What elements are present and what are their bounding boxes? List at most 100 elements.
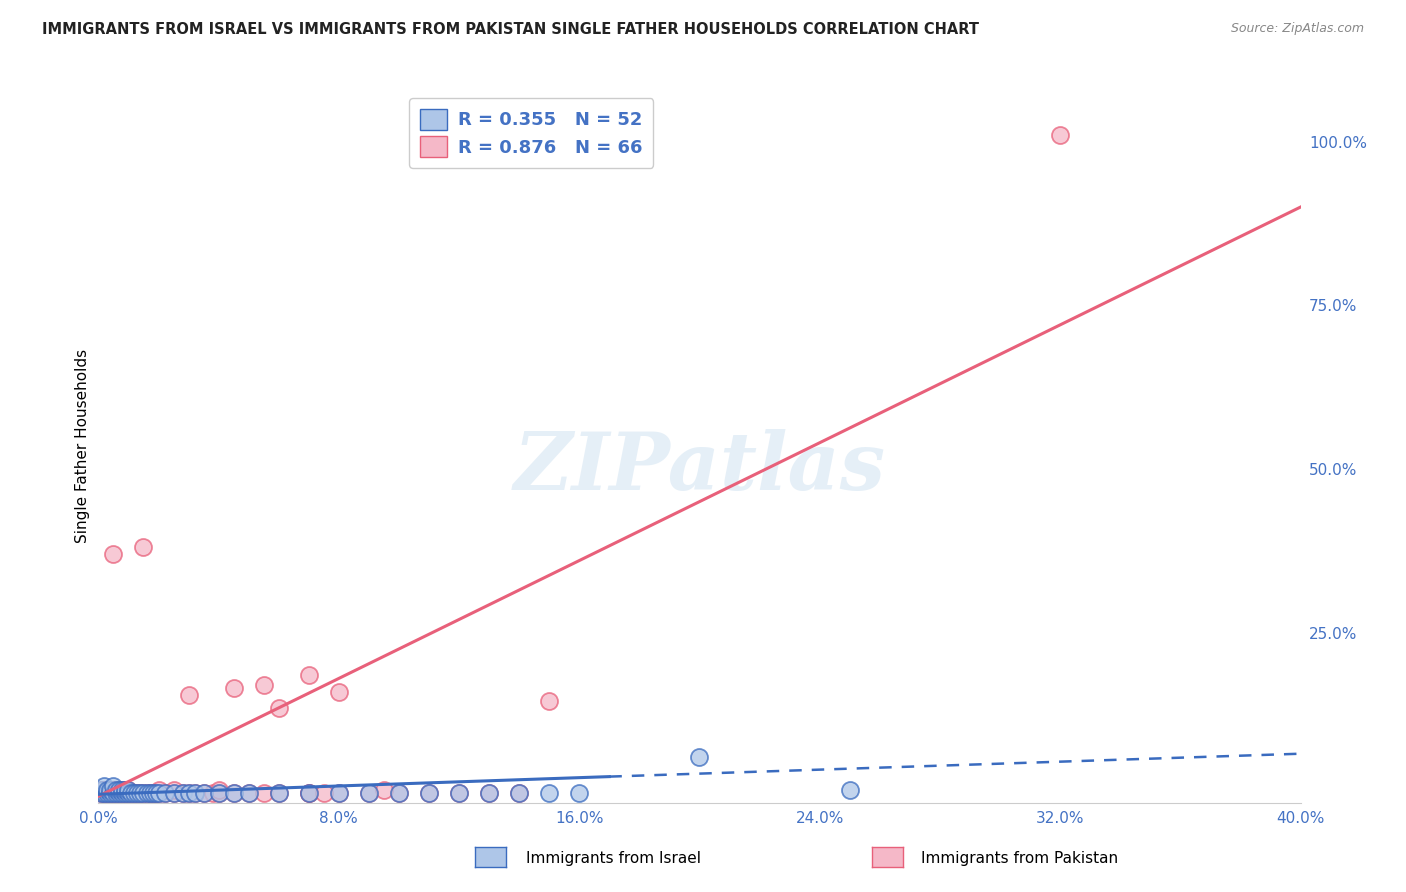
Point — [117, 786, 139, 800]
Point — [111, 782, 134, 797]
Point — [100, 782, 122, 797]
Point — [418, 786, 440, 800]
Point — [90, 786, 112, 800]
Point — [177, 786, 200, 800]
Point — [117, 782, 139, 797]
Point — [538, 694, 561, 708]
Point — [100, 782, 122, 797]
Point — [117, 782, 139, 797]
Point — [103, 786, 125, 800]
Point — [193, 786, 215, 800]
Point — [135, 786, 157, 800]
Point — [153, 786, 176, 800]
Point — [222, 681, 245, 696]
Point — [148, 786, 170, 800]
Point — [129, 786, 152, 800]
Point — [201, 786, 224, 800]
Point — [93, 782, 115, 797]
Point — [478, 786, 501, 800]
Point — [108, 782, 131, 797]
Point — [328, 684, 350, 698]
Point — [96, 782, 118, 797]
Point — [478, 786, 501, 800]
Point — [103, 780, 125, 794]
Point — [222, 786, 245, 800]
Point — [127, 786, 149, 800]
Point — [298, 786, 321, 800]
Point — [298, 786, 321, 800]
Point — [111, 782, 134, 797]
Point — [312, 786, 335, 800]
Point — [121, 786, 143, 800]
Point — [135, 786, 157, 800]
Point — [114, 786, 136, 800]
Point — [238, 786, 260, 800]
Point — [267, 786, 290, 800]
Point — [508, 786, 530, 800]
Point — [162, 782, 184, 797]
Point — [108, 786, 131, 800]
Point — [162, 786, 184, 800]
Point — [162, 786, 184, 800]
Point — [328, 786, 350, 800]
Point — [172, 786, 194, 800]
Point — [568, 786, 591, 800]
Point — [93, 786, 115, 800]
Point — [388, 786, 411, 800]
Point — [105, 782, 128, 797]
Point — [447, 786, 470, 800]
Point — [298, 786, 321, 800]
Point — [96, 786, 118, 800]
Point — [96, 786, 118, 800]
Point — [141, 786, 163, 800]
Point — [105, 782, 128, 797]
Point — [183, 786, 205, 800]
Point — [93, 786, 115, 800]
Point — [105, 786, 128, 800]
Point — [172, 786, 194, 800]
Point — [93, 780, 115, 794]
Point — [508, 786, 530, 800]
Y-axis label: Single Father Households: Single Father Households — [75, 349, 90, 543]
Point — [103, 547, 125, 561]
Point — [90, 782, 112, 797]
Point — [145, 786, 167, 800]
Point — [105, 786, 128, 800]
Text: Source: ZipAtlas.com: Source: ZipAtlas.com — [1230, 22, 1364, 36]
Point — [177, 786, 200, 800]
Point — [117, 786, 139, 800]
Point — [267, 701, 290, 715]
Point — [183, 786, 205, 800]
Text: IMMIGRANTS FROM ISRAEL VS IMMIGRANTS FROM PAKISTAN SINGLE FATHER HOUSEHOLDS CORR: IMMIGRANTS FROM ISRAEL VS IMMIGRANTS FRO… — [42, 22, 979, 37]
Point — [90, 782, 112, 797]
Point — [208, 786, 231, 800]
Point — [357, 786, 380, 800]
Point — [111, 786, 134, 800]
Point — [328, 786, 350, 800]
Point — [447, 786, 470, 800]
Point — [193, 786, 215, 800]
Point — [132, 541, 155, 555]
Point — [124, 786, 146, 800]
Point — [90, 786, 112, 800]
Point — [132, 786, 155, 800]
Point — [418, 786, 440, 800]
Point — [373, 782, 395, 797]
Point — [108, 782, 131, 797]
Point — [108, 786, 131, 800]
Point — [388, 786, 411, 800]
Point — [357, 786, 380, 800]
Point — [124, 786, 146, 800]
Point — [253, 786, 276, 800]
Point — [538, 786, 561, 800]
Point — [100, 786, 122, 800]
Point — [111, 786, 134, 800]
Point — [153, 786, 176, 800]
Point — [1049, 128, 1071, 142]
Point — [222, 786, 245, 800]
Legend: R = 0.355   N = 52, R = 0.876   N = 66: R = 0.355 N = 52, R = 0.876 N = 66 — [409, 98, 654, 168]
Point — [103, 786, 125, 800]
Point — [138, 786, 160, 800]
Point — [114, 786, 136, 800]
Point — [177, 688, 200, 702]
